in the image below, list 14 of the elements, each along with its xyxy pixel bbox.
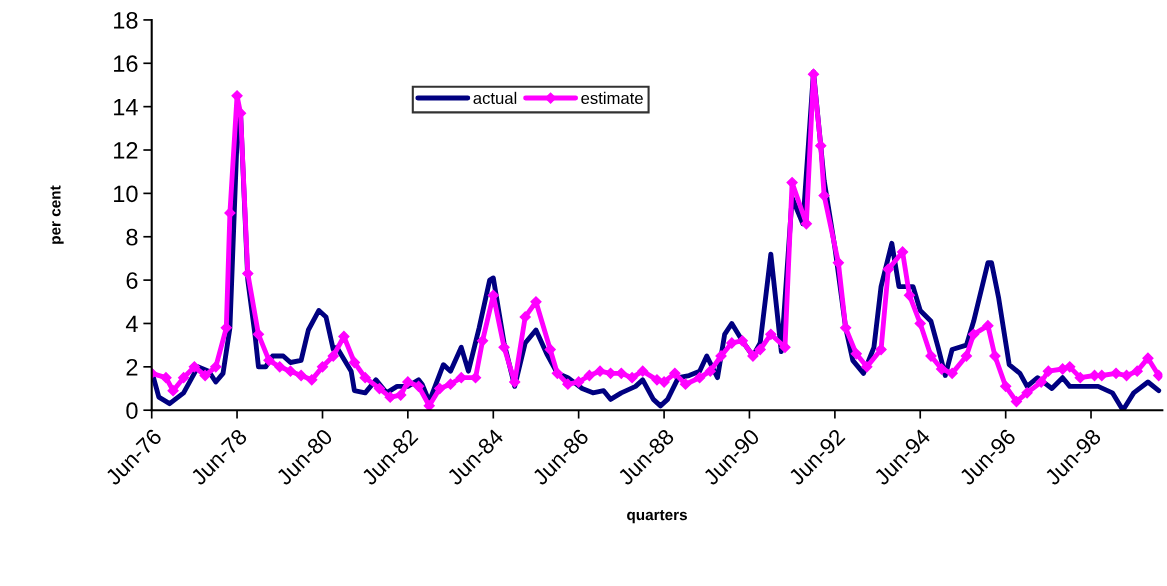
legend-label: actual bbox=[473, 91, 517, 105]
legend-label: estimate bbox=[581, 91, 643, 105]
y-tick-label: 12 bbox=[114, 142, 138, 159]
y-tick-label: 4 bbox=[125, 315, 138, 333]
y-tick-label: 18 bbox=[114, 11, 138, 29]
y-tick-label: 14 bbox=[114, 98, 138, 116]
y-tick-label: 0 bbox=[126, 402, 138, 419]
y-tick-label: 10 bbox=[114, 185, 138, 203]
y-axis-title: per cent bbox=[50, 185, 64, 244]
x-axis-title: quarters bbox=[627, 510, 687, 524]
y-tick-label: 6 bbox=[126, 272, 138, 289]
y-tick-label: 2 bbox=[126, 358, 138, 376]
y-tick-label: 8 bbox=[126, 228, 138, 246]
y-tick-label: 16 bbox=[114, 55, 138, 73]
